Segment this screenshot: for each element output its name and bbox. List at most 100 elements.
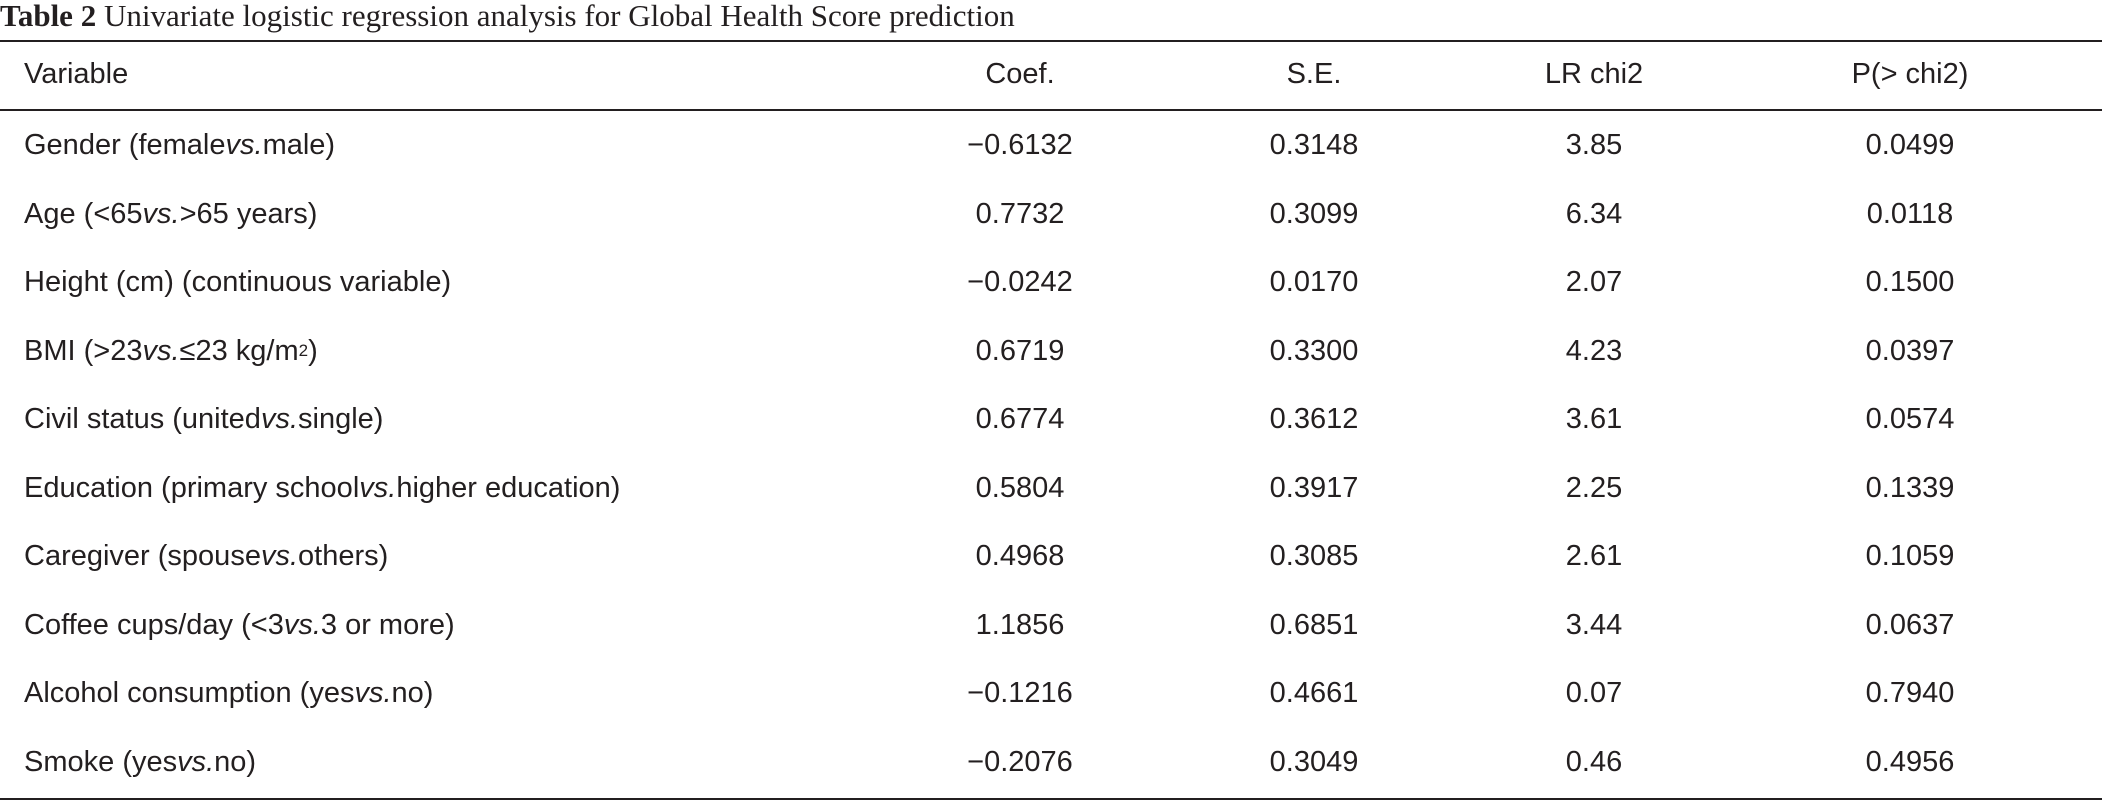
se-cell: 0.3049: [1269, 745, 1359, 778]
coef-cell: −0.1216: [967, 677, 1073, 709]
variable-label: Age (<65: [24, 197, 143, 230]
variable-comparator: vs.: [225, 129, 263, 161]
variable-cell: Coffee cups/day (<3 vs. 3 or more): [24, 591, 455, 660]
coef-cell: 0.4968: [975, 540, 1065, 572]
lr-chi2-cell: 2.61: [1565, 540, 1623, 572]
table-row: Gender (female vs. male) −0.6132 0.3148 3.8…: [0, 111, 2102, 180]
table-caption-label: Table 2: [0, 0, 97, 33]
variable-label-end: ): [308, 334, 318, 367]
variable-label-rest: others): [298, 540, 389, 572]
coef-cell: 1.1856: [975, 608, 1065, 641]
se-cell: 0.4661: [1269, 677, 1359, 709]
variable-cell: Civil status (united vs. single): [24, 385, 383, 454]
table-row: Civil status (united vs. single) 0.6774 0.…: [0, 385, 2102, 454]
p-value-cell: 0.0118: [1866, 197, 1954, 230]
coef-cell: −0.0242: [967, 266, 1073, 298]
lr-chi2-cell: 2.25: [1565, 471, 1623, 504]
coef-cell: 0.6719: [975, 334, 1065, 367]
se-cell: 0.0170: [1269, 266, 1359, 298]
variable-comparator: vs.: [359, 471, 397, 504]
lr-chi2-cell: 3.44: [1565, 608, 1623, 641]
variable-cell: Caregiver (spouse vs. others): [24, 522, 388, 591]
table-header-rule: [0, 109, 2102, 111]
p-value-cell: 0.1059: [1865, 540, 1955, 572]
se-cell: 0.3917: [1269, 471, 1359, 504]
coef-cell: 0.6774: [975, 403, 1065, 435]
p-value-cell: 0.0499: [1865, 129, 1955, 161]
lr-chi2-cell: 6.34: [1565, 197, 1623, 230]
p-value-cell: 0.0637: [1865, 608, 1955, 641]
column-header-variable: Variable: [24, 58, 129, 90]
se-cell: 0.3085: [1269, 540, 1359, 572]
variable-comparator: vs.: [354, 677, 392, 709]
variable-comparator: vs.: [260, 540, 299, 572]
column-header-se: S.E.: [1286, 58, 1342, 90]
variable-cell: BMI (>23 vs. ≤23 kg/m 2): [24, 334, 318, 367]
variable-label: Smoke (yes: [24, 745, 178, 778]
variable-label: Civil status (united: [24, 403, 261, 435]
variable-label: Coffee cups/day (<3: [24, 608, 284, 641]
variable-label-rest: single): [298, 403, 384, 435]
variable-label-rest: higher education): [396, 471, 621, 504]
lr-chi2-cell: 0.46: [1565, 745, 1623, 778]
variable-cell: Education (primary school vs. higher edu…: [24, 454, 620, 523]
coef-cell: −0.2076: [967, 745, 1073, 778]
variable-comparator: vs.: [177, 745, 215, 778]
variable-label-rest: 3 or more): [320, 608, 455, 641]
table-bottom-rule: [0, 798, 2102, 800]
table-caption-text: Univariate logistic regression analysis …: [103, 0, 1015, 33]
table-caption: Table 2 Univariate logistic regression a…: [0, 0, 1015, 38]
variable-comparator: vs.: [283, 608, 321, 641]
variable-label-rest: male): [262, 129, 336, 161]
table-row: Caregiver (spouse vs. others) 0.4968 0.308…: [0, 522, 2102, 591]
table-top-rule: [0, 40, 2102, 42]
variable-label-rest: no): [391, 677, 434, 709]
se-cell: 0.3099: [1269, 197, 1359, 230]
se-cell: 0.6851: [1269, 608, 1359, 641]
variable-cell: Smoke (yes vs. no): [24, 728, 256, 797]
table-row: Height (cm) (continuous variable) −0.0242…: [0, 248, 2102, 317]
coef-cell: −0.6132: [967, 129, 1073, 161]
p-value-cell: 0.7940: [1865, 677, 1955, 709]
coef-cell: 0.7732: [975, 197, 1065, 230]
se-cell: 0.3612: [1269, 403, 1359, 435]
variable-label: Caregiver (spouse: [24, 540, 261, 572]
variable-comparator: vs.: [260, 403, 298, 435]
table-row: BMI (>23 vs. ≤23 kg/m 2) 0.6719 0.3300 4.23 0…: [0, 317, 2102, 386]
variable-label: BMI (>23: [24, 334, 143, 367]
se-cell: 0.3300: [1269, 334, 1359, 367]
variable-label: Alcohol consumption (yes: [24, 677, 355, 709]
p-value-cell: 0.0397: [1865, 334, 1955, 367]
lr-chi2-cell: 2.07: [1565, 266, 1623, 298]
column-header-lr-chi2: LR chi2: [1544, 58, 1644, 90]
variable-comparator: vs.: [142, 197, 180, 230]
p-value-cell: 0.4956: [1865, 745, 1955, 778]
variable-label-rest: no): [214, 745, 257, 778]
table-row: Age (<65 vs. >65 years) 0.7732 0.3099 6.34 0…: [0, 180, 2102, 249]
variable-label: Height (cm) (continuous variable): [24, 266, 452, 298]
lr-chi2-cell: 3.61: [1565, 403, 1623, 435]
column-header-p-value: P(> chi2): [1851, 58, 1969, 90]
p-value-cell: 0.1500: [1865, 266, 1955, 298]
variable-label: Education (primary school: [24, 471, 360, 504]
column-header-coef: Coef.: [985, 58, 1055, 90]
p-value-cell: 0.1339: [1865, 471, 1955, 504]
variable-cell: Height (cm) (continuous variable): [24, 248, 451, 317]
lr-chi2-cell: 4.23: [1565, 334, 1623, 367]
p-value-cell: 0.0574: [1865, 403, 1955, 435]
variable-comparator: vs.: [142, 334, 180, 367]
lr-chi2-cell: 0.07: [1565, 677, 1623, 709]
variable-cell: Gender (female vs. male): [24, 111, 335, 180]
table-header-row: Variable Coef. S.E. LR chi2 P(> chi2): [0, 40, 2102, 109]
variable-label: Gender (female: [24, 129, 226, 161]
table-row: Education (primary school vs. higher edu…: [0, 454, 2102, 523]
variable-label-rest: >65 years): [179, 197, 318, 230]
table-row: Alcohol consumption (yes vs. no) −0.1216 0…: [0, 659, 2102, 728]
variable-label-rest: ≤23 kg/m: [179, 334, 299, 367]
se-cell: 0.3148: [1269, 129, 1359, 161]
variable-cell: Alcohol consumption (yes vs. no): [24, 659, 433, 728]
table-row: Smoke (yes vs. no) −0.2076 0.3049 0.46 0.495…: [0, 728, 2102, 797]
coef-cell: 0.5804: [975, 471, 1065, 504]
table-row: Coffee cups/day (<3 vs. 3 or more) 1.1856…: [0, 591, 2102, 660]
variable-cell: Age (<65 vs. >65 years): [24, 180, 317, 249]
